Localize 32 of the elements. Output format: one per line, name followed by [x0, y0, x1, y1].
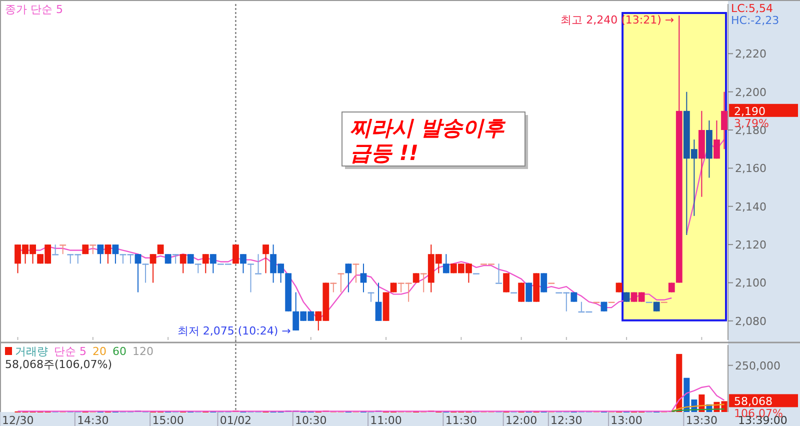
x-tick-label: 14:30 [77, 414, 109, 426]
text: LC:5,54 [731, 2, 774, 15]
x-tick-label: 12:30 [550, 414, 582, 426]
annotation: 찌라시 발송이후 급등 !! [350, 116, 506, 165]
y-tick-label: 2,200 [735, 86, 766, 99]
x-tick-label: 11:00 [370, 414, 402, 426]
x-tick-label: 12:00 [505, 414, 538, 426]
text: HC:-2,23 [731, 14, 780, 27]
y-tick-label: 2,160 [735, 162, 766, 176]
legend-label: 120 [132, 345, 154, 358]
x-tick-label: 15:00 [152, 414, 184, 426]
x-tick-label: 11:30 [445, 414, 478, 426]
annotation: 58,068주(106,07%) [5, 358, 112, 371]
x-tick-label: 10:30 [295, 414, 327, 426]
annotation: 최저 2,075 (10:24) → [177, 324, 291, 338]
y-tick-label: 58,068 [734, 395, 772, 408]
y-tick-label: 2,100 [735, 276, 766, 290]
x-tick-label: 12/30 [2, 414, 34, 426]
y-tick-label: 2,220 [735, 48, 766, 61]
y-tick-label: 2,080 [735, 314, 766, 328]
y-tick-label: 250,000 [735, 359, 780, 372]
x-tick-label: 13:30 [686, 414, 718, 426]
x-tick-label: 01/02 [220, 414, 252, 426]
text: 60 [112, 345, 126, 358]
text: 단순 5 [54, 345, 86, 358]
y-tick-label: 2,190 [734, 104, 766, 118]
y-tick-label: 2,120 [735, 238, 766, 252]
x-tick-label: 13:00 [610, 414, 642, 426]
y-tick-label: 2,140 [735, 200, 766, 214]
text: 20 [92, 345, 106, 358]
legend-label: 거래량 [15, 345, 48, 358]
text: 종가 단순 5 [5, 3, 63, 16]
